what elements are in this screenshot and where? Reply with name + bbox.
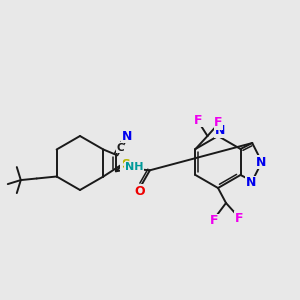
Text: S: S xyxy=(121,158,130,172)
Text: F: F xyxy=(214,116,223,130)
Text: N: N xyxy=(256,155,266,169)
Text: O: O xyxy=(134,185,145,198)
Text: N: N xyxy=(215,124,225,137)
Text: N: N xyxy=(246,176,256,190)
Text: C: C xyxy=(116,143,124,153)
Text: N: N xyxy=(122,130,132,142)
Text: F: F xyxy=(194,113,203,127)
Text: NH: NH xyxy=(124,162,143,172)
Text: F: F xyxy=(235,212,243,224)
Text: F: F xyxy=(210,214,218,227)
